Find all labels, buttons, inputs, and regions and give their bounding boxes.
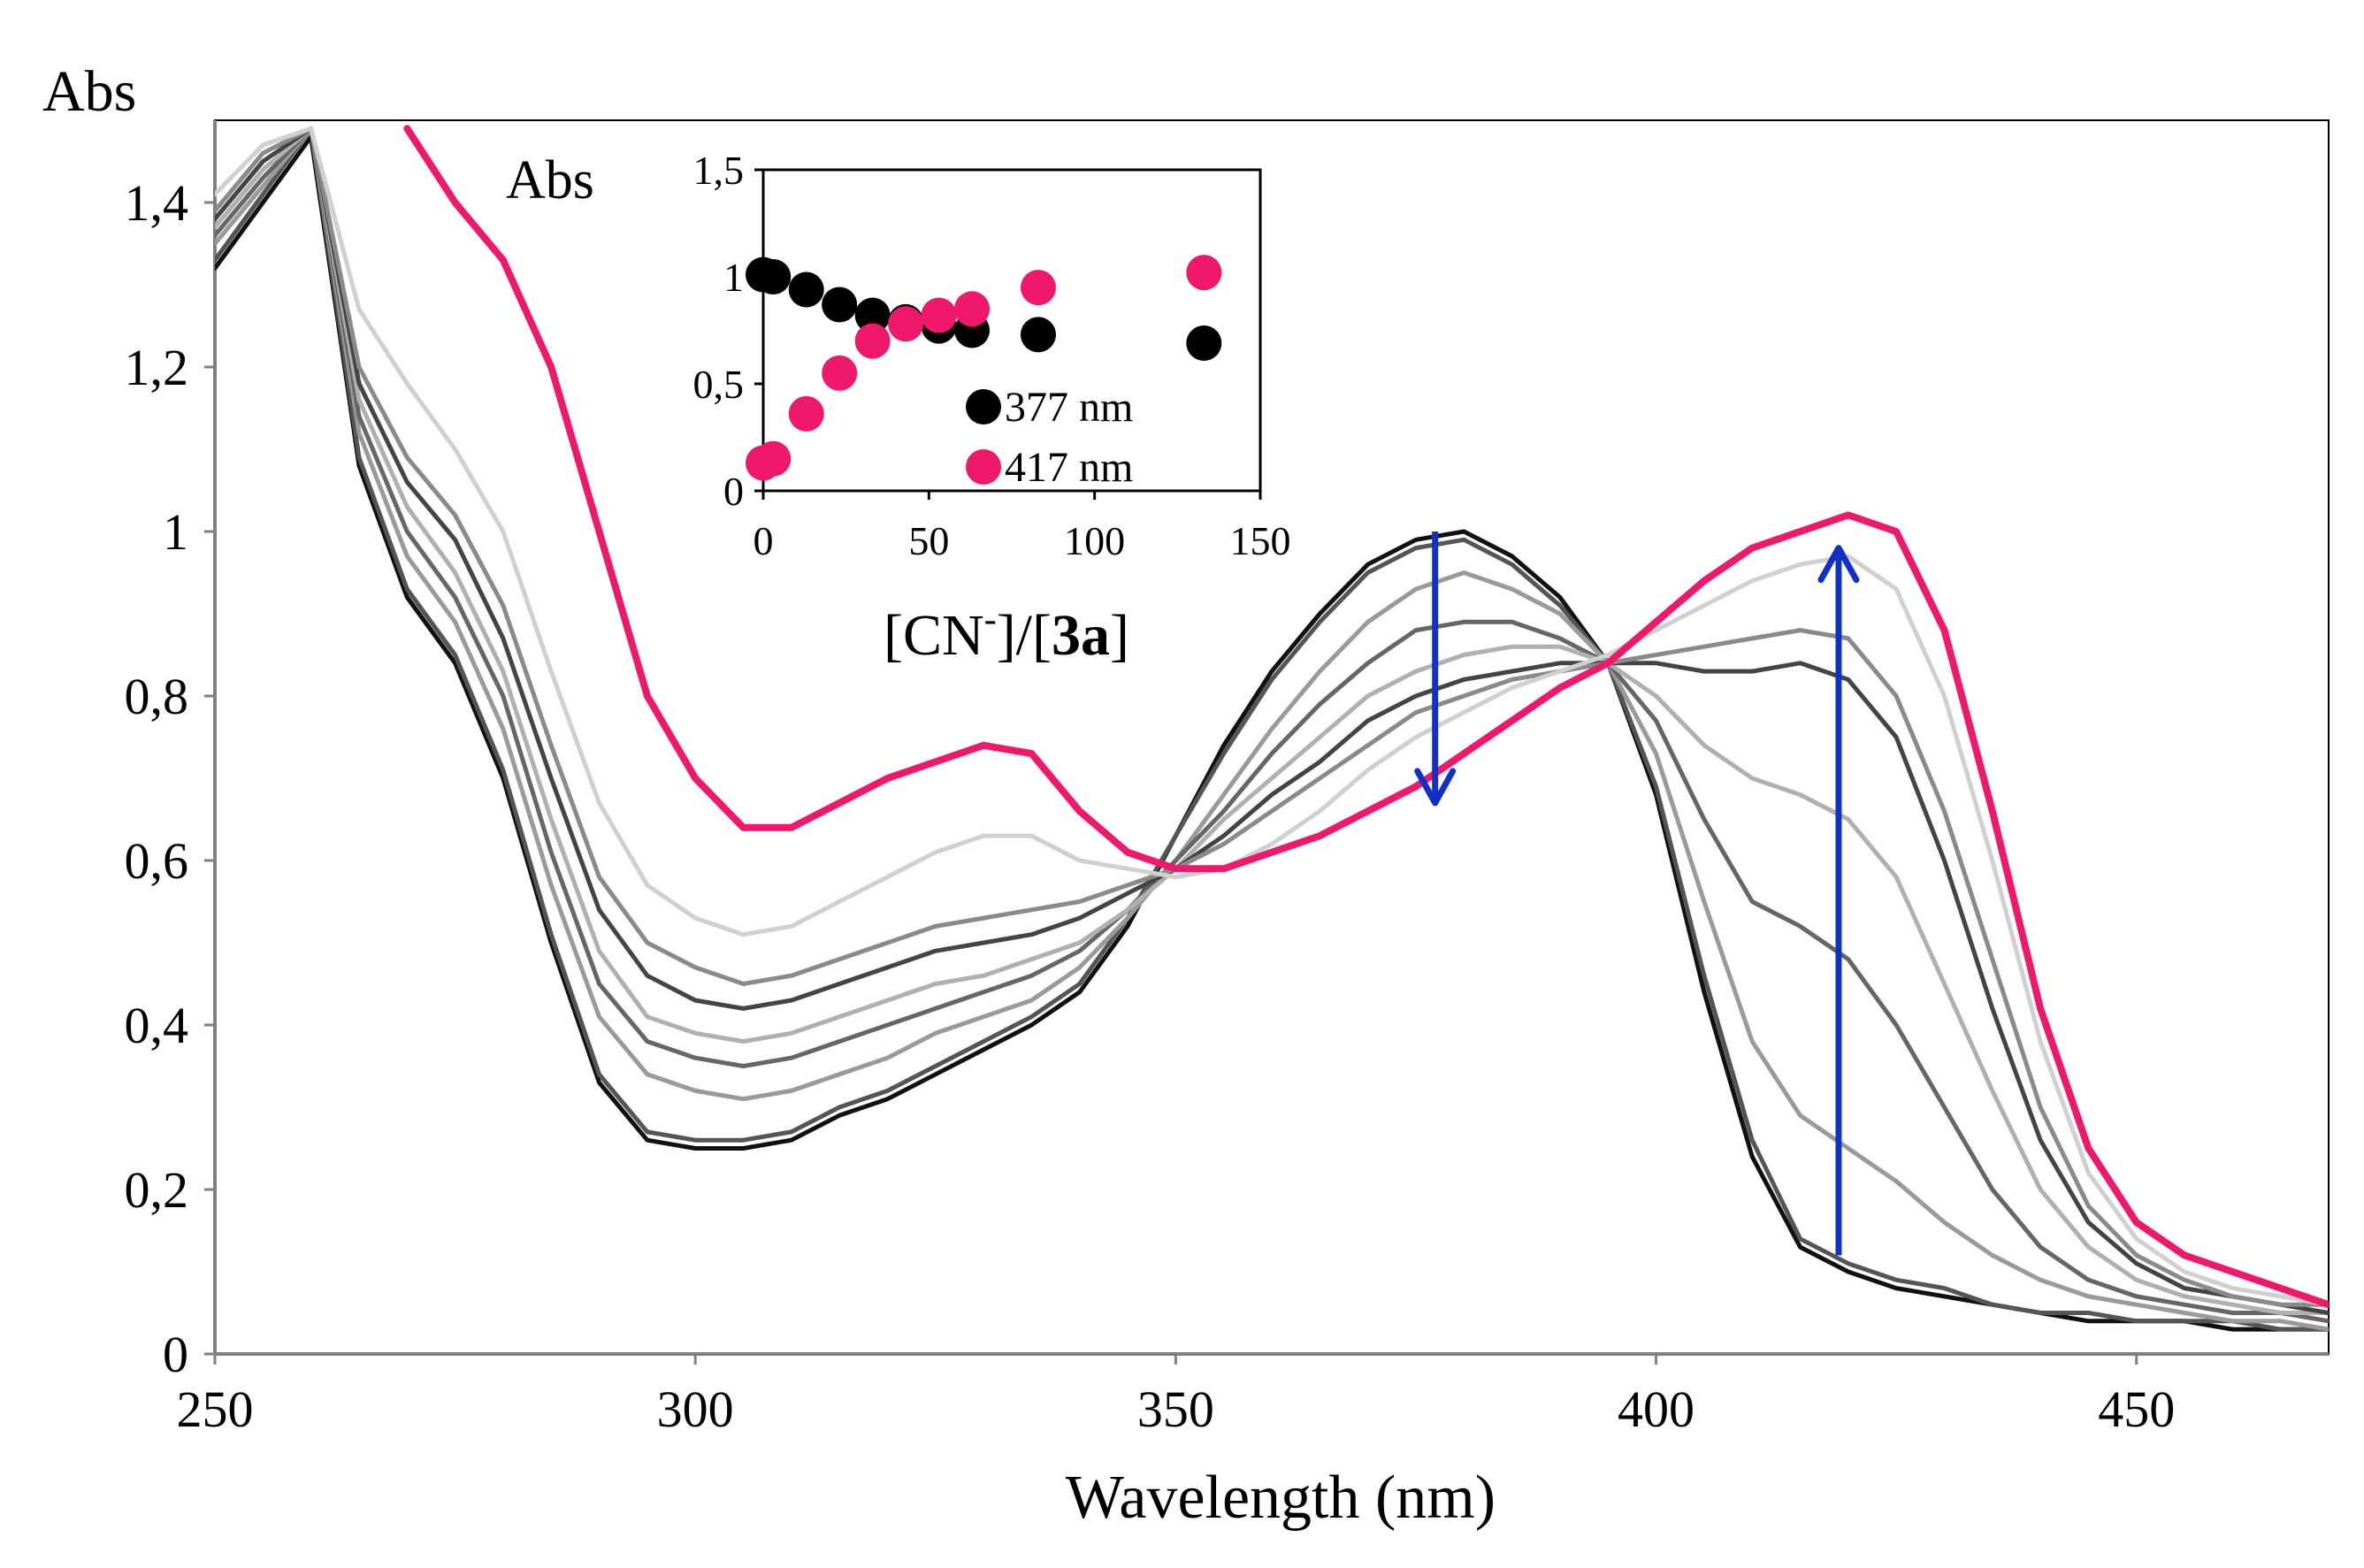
inset-x-title-part: [CN [884,603,984,668]
data-point [788,272,824,308]
y-tick-label: 1,4 [125,174,189,232]
inset-y-tick-label: 1 [723,255,744,300]
inset-y-tick-label: 0,5 [693,362,745,407]
inset-y-axis-title: Abs [506,150,594,210]
arrow-up [1817,545,1860,1256]
x-tick-label: 450 [2098,1381,2175,1438]
series-line [215,126,2329,1315]
y-tick-label: 1 [163,503,188,561]
inset-background [761,168,1262,493]
data-point [888,306,924,342]
series-line [215,126,2329,1307]
series-line [215,126,2329,1315]
data-point [822,355,858,391]
inset-x-tick-label: 150 [1230,518,1291,563]
data-point [854,297,891,333]
y-tick-label: 0,8 [125,668,189,725]
legend-marker [966,449,1001,485]
x-tick-label: 350 [1137,1381,1214,1438]
data-point [1186,255,1222,291]
x-axis-title: Wavelength (nm) [1066,1464,1496,1532]
inset-x-title-sup: - [984,600,997,640]
legend-label: 377 nm [1005,384,1133,431]
data-point [1020,270,1056,306]
inset-series [746,255,1222,481]
data-point [921,297,957,333]
series-line [215,126,2329,1332]
inset-x-axis-title: [CN-]/[3a] [884,600,1129,668]
data-point [1186,325,1222,362]
inset-y-tick-label: 1,5 [693,148,745,193]
inset-plot: 0 0,5 1 1,5 0 50 100 150 Abs [CN-]/[3a] 377 nm 417 … [506,148,1291,668]
data-point [755,440,792,477]
data-point [1020,317,1056,353]
inset-x-title-part: ] [1110,603,1129,668]
main-plot: 0 0,2 0,4 0,6 0,8 1 1,2 1,4 250 300 350 400 450 Abs Wa… [42,59,2330,1532]
y-axis-title: Abs [42,59,136,124]
data-point [954,291,991,327]
y-tick-label: 0,2 [125,1161,189,1219]
arrow-head [1414,768,1457,807]
inset-legend: 377 nm 417 nm [966,384,1133,491]
y-tick-label: 0,6 [125,832,189,890]
y-tick-label: 0,4 [125,997,189,1054]
y-tick-label: 1,2 [125,339,189,396]
arrow-down [1414,532,1457,807]
data-point [822,287,858,323]
arrow-head [1817,545,1860,584]
y-tick-label: 0 [163,1326,188,1383]
series-line [215,126,2329,1307]
inset-y-tick-label: 0 [723,469,744,514]
inset-x-tick-label: 100 [1064,518,1125,563]
inset-x-tick-label: 50 [908,518,949,563]
inset-x-tick-label: 0 [754,518,774,563]
series-line [215,134,2329,1332]
legend-label: 417 nm [1005,444,1133,491]
x-tick-label: 300 [657,1381,734,1438]
data-point [854,323,891,359]
spectra [215,125,2329,1332]
inset-x-title-bold: 3a [1052,603,1110,668]
series-line [215,126,2329,1324]
legend-marker [966,389,1001,425]
x-tick-label: 400 [1618,1381,1695,1438]
series-line [215,126,2329,1332]
data-point [755,259,792,294]
x-tick-label: 250 [177,1381,254,1438]
series-line [403,125,2329,1309]
inset-x-title-part: ]/[ [997,603,1052,668]
data-point [788,395,824,432]
